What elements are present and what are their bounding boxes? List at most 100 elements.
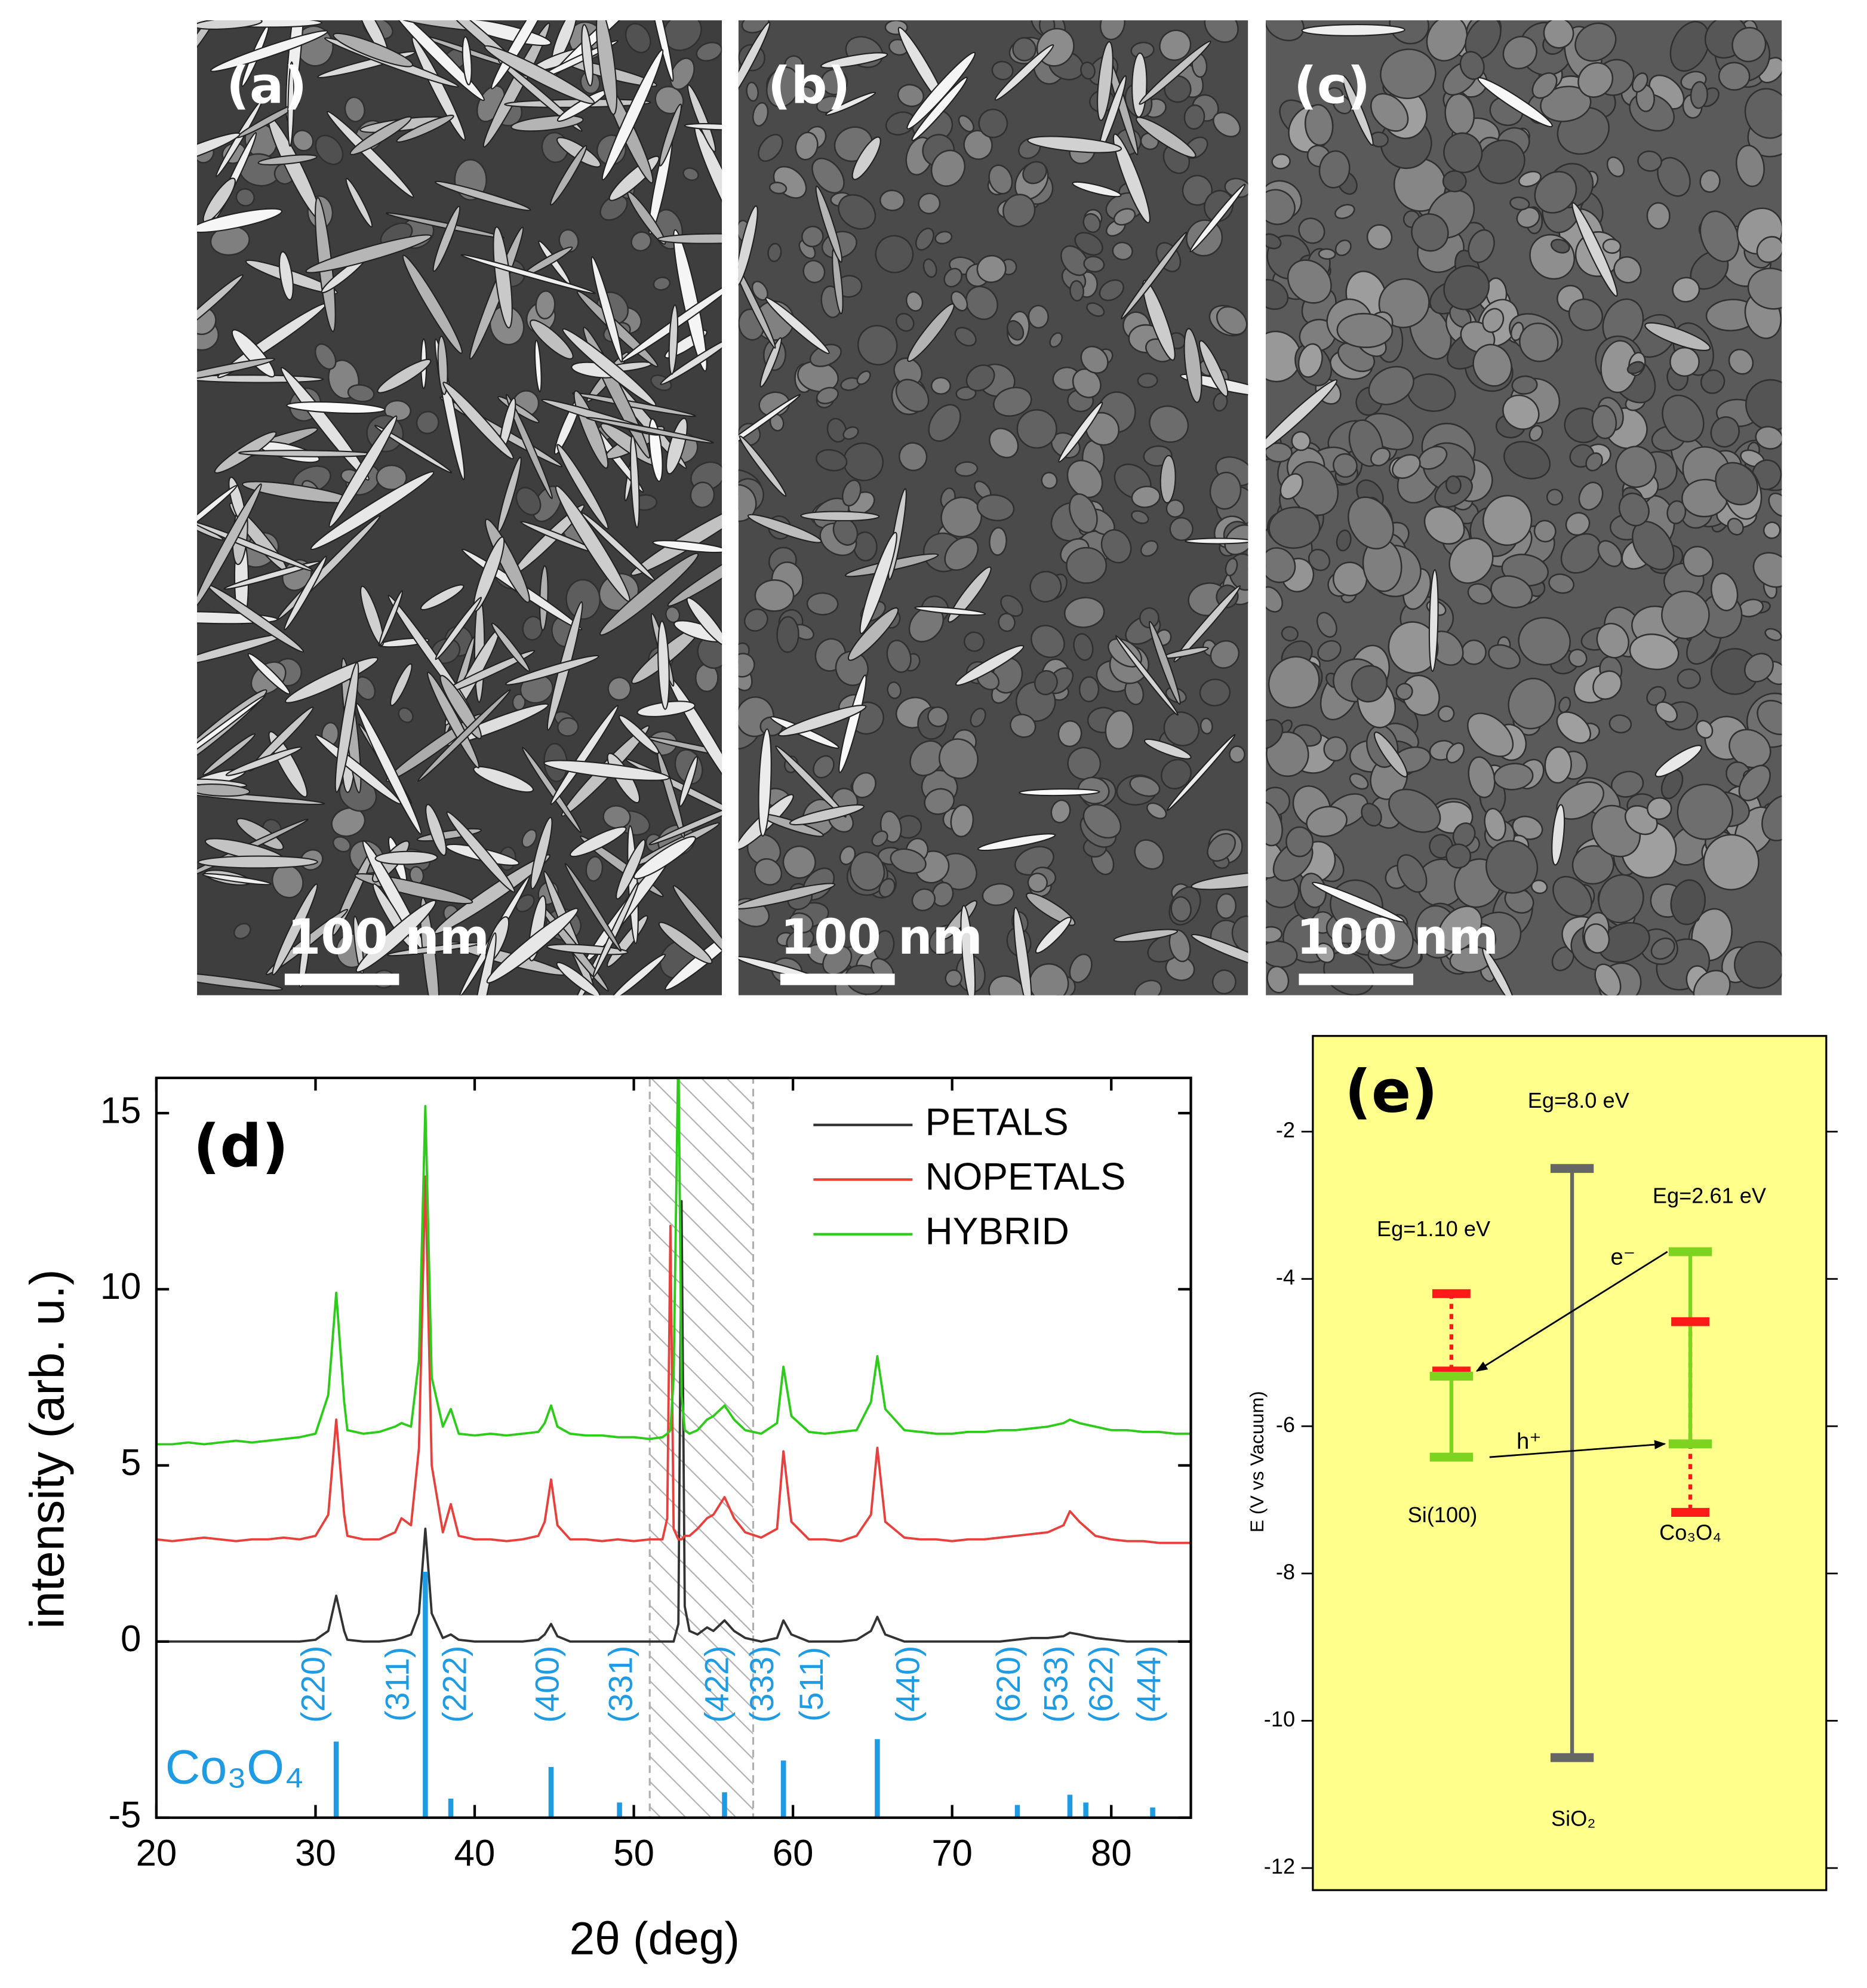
sem-petal [686, 597, 722, 647]
sem-grain [1361, 803, 1382, 827]
sem-petal [660, 337, 722, 385]
sem-petal [1136, 116, 1197, 158]
x-tick-label: 50 [613, 1833, 654, 1874]
sem-grain [930, 377, 952, 395]
sem-grain [315, 134, 344, 165]
sem-petal [1301, 24, 1405, 36]
sem-petal [396, 114, 454, 143]
sem-petal [599, 552, 699, 636]
sem-grain [1100, 529, 1132, 564]
sem-grain [1207, 832, 1236, 862]
x-tick-label: 40 [454, 1833, 496, 1874]
sem-grain [1461, 639, 1487, 665]
sem-grain [1660, 769, 1684, 800]
sem-petal [759, 337, 782, 388]
sem-grain [992, 657, 1023, 694]
sem-grain [976, 494, 1015, 521]
sem-grain [1165, 499, 1185, 518]
sem-image [738, 20, 1248, 995]
sem-petal [355, 702, 422, 835]
sem-petal [326, 110, 414, 198]
sem-grain [607, 677, 632, 701]
sem-grain [1006, 319, 1025, 341]
sem-grain [565, 579, 601, 620]
sem-grain [1316, 612, 1337, 638]
sem-grain [557, 717, 579, 737]
scale-bar [1299, 973, 1414, 985]
reference-label: (311) [379, 1647, 416, 1722]
sem-grain [1677, 783, 1733, 840]
sem-grain [1078, 676, 1100, 703]
sem-grain [1336, 312, 1394, 348]
sem-grain [1756, 236, 1782, 263]
sem-grain [1629, 633, 1680, 671]
sem-grain [905, 291, 924, 312]
gap-label: Eg=2.61 eV [1653, 1184, 1766, 1208]
sem-grain [1488, 644, 1521, 669]
sem-grain [1082, 804, 1122, 839]
sem-grain [1268, 656, 1320, 709]
sem-grain [943, 268, 963, 288]
sem-petal [386, 942, 480, 957]
reference-label: (222) [436, 1646, 473, 1723]
sem-petal [1654, 745, 1702, 778]
sem-grain [1615, 445, 1657, 488]
sem-grain [1490, 575, 1533, 609]
annotation: (d) [193, 1113, 289, 1181]
y-tick-label: -5 [108, 1795, 141, 1836]
sem-petal [747, 514, 822, 543]
sem-grain [376, 464, 407, 491]
y-axis-label: intensity (arb. u.) [21, 1269, 75, 1628]
sem-grain [1631, 72, 1648, 93]
x-tick-label: 20 [136, 1833, 177, 1874]
sem-grain [1332, 561, 1368, 597]
sem-grain [842, 426, 859, 440]
sem-petal [765, 297, 830, 354]
sem-grain [1131, 486, 1161, 508]
sem-grain [1266, 801, 1283, 847]
sem-grain [521, 828, 537, 848]
sem-grain [1733, 941, 1782, 989]
sem-grain [767, 242, 782, 263]
sem-grain [857, 325, 898, 365]
sem-grain [1548, 573, 1575, 594]
sem-petal [543, 760, 670, 781]
sem-grain [922, 258, 937, 278]
sem-petal [1120, 232, 1188, 319]
sem-petal [1139, 40, 1211, 105]
sem-petal [657, 233, 722, 244]
sem-grain [801, 225, 824, 248]
sem-grain [976, 254, 1007, 283]
sem-grain [1518, 617, 1571, 666]
sem-petal [210, 30, 328, 72]
sem-grain [1146, 802, 1167, 819]
reference-label: (220) [295, 1646, 332, 1723]
sem-grain [1099, 279, 1125, 302]
sem-petal [434, 180, 531, 211]
sem-grain [1028, 305, 1049, 329]
sem-petal [679, 755, 699, 807]
sem-petal [1183, 328, 1202, 403]
sem-petal [851, 136, 881, 180]
sem-grain [1279, 473, 1303, 500]
sem-grain [1134, 979, 1162, 995]
sem-petal [907, 303, 955, 362]
sem-grain [1366, 224, 1393, 250]
sem-grain [890, 848, 927, 874]
sem-grain [1618, 492, 1650, 527]
sem-grain [758, 134, 783, 162]
y-tick-label: 15 [100, 1090, 142, 1131]
sem-petal [838, 674, 867, 773]
sem-grain [1291, 431, 1311, 451]
sem-grain [1137, 373, 1158, 389]
sem-grain [1271, 153, 1291, 170]
sem-grain [585, 856, 604, 882]
sem-grain [1266, 189, 1296, 225]
sem-petal [758, 728, 772, 837]
sem-grain [1763, 521, 1781, 539]
sem-petal [1166, 734, 1236, 812]
sem-petal [197, 208, 283, 233]
sem-petal [284, 555, 327, 631]
sem-grain [909, 740, 945, 776]
sem-petal [432, 205, 461, 272]
